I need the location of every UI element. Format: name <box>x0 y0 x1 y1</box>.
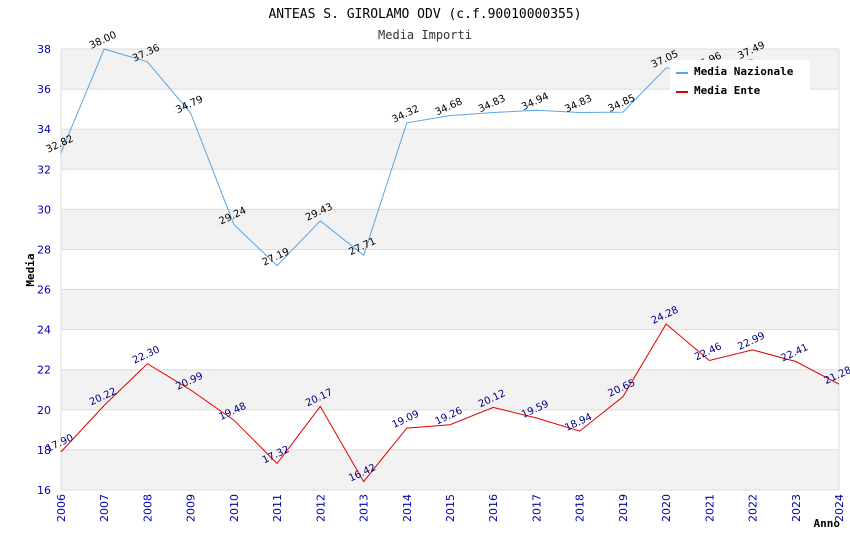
y-tick-label: 20 <box>37 404 51 417</box>
legend-label-nazionale: Media Nazionale <box>694 65 794 78</box>
data-label: 34.94 <box>520 91 551 113</box>
y-tick-label: 36 <box>37 83 51 96</box>
x-tick-label: 2010 <box>228 494 241 522</box>
y-tick-label: 24 <box>37 324 51 337</box>
x-tick-label: 2017 <box>530 494 543 522</box>
y-tick-label: 38 <box>37 43 51 56</box>
x-tick-label: 2006 <box>55 494 68 522</box>
x-tick-label: 2021 <box>703 494 716 522</box>
legend: Media Nazionale Media Ente <box>670 60 810 102</box>
y-tick-labels: 16 18 20 22 24 26 28 30 32 34 36 38 <box>37 43 51 497</box>
series-line-nazionale <box>60 48 753 267</box>
x-axis-label: Anno <box>814 517 841 530</box>
data-label: 22.99 <box>736 331 767 353</box>
data-label: 38.00 <box>88 30 119 52</box>
grid-band <box>61 449 839 490</box>
y-tick-label: 26 <box>37 284 51 297</box>
grid-band <box>61 209 839 250</box>
y-tick-label: 22 <box>37 364 51 377</box>
x-tick-label: 2023 <box>790 494 803 522</box>
x-tick-labels: 2006 2007 2008 2009 2010 2011 2012 2013 2014 2015… <box>55 494 846 522</box>
x-tick-label: 2016 <box>487 494 500 522</box>
legend-box <box>670 60 810 102</box>
x-tick-label: 2012 <box>314 494 327 522</box>
x-tick-label: 2009 <box>185 494 198 522</box>
x-tick-label: 2018 <box>574 494 587 522</box>
x-tick-label: 2011 <box>271 494 284 522</box>
data-label: 34.85 <box>607 93 638 115</box>
grid-band <box>61 129 839 170</box>
y-tick-label: 34 <box>37 123 51 136</box>
series-line-ente <box>60 323 840 483</box>
x-tick-label: 2019 <box>617 494 630 522</box>
x-tick-label: 2015 <box>444 494 457 522</box>
x-tick-label: 2013 <box>358 494 371 522</box>
y-tick-label: 32 <box>37 163 51 176</box>
legend-label-ente: Media Ente <box>694 84 761 97</box>
data-label: 34.32 <box>390 103 421 125</box>
x-tick-label: 2020 <box>660 494 673 522</box>
chart-title: ANTEAS S. GIROLAMO ODV (c.f.90010000355) <box>268 7 581 22</box>
x-tick-label: 2022 <box>747 494 760 522</box>
x-tick-label: 2008 <box>141 494 154 522</box>
y-tick-label: 16 <box>37 484 51 497</box>
series-lines <box>60 48 840 483</box>
x-tick-label: 2014 <box>401 494 414 522</box>
data-label: 22.30 <box>131 344 162 366</box>
x-tick-label: 2007 <box>98 494 111 522</box>
y-tick-label: 28 <box>37 243 51 256</box>
y-tick-label: 30 <box>37 203 51 216</box>
grid-band <box>61 289 839 330</box>
y-tick-label: 18 <box>37 444 51 457</box>
y-axis-label: Media <box>24 253 37 286</box>
x-tick-label: 2024 <box>833 494 846 522</box>
chart-subtitle: Media Importi <box>378 28 472 42</box>
